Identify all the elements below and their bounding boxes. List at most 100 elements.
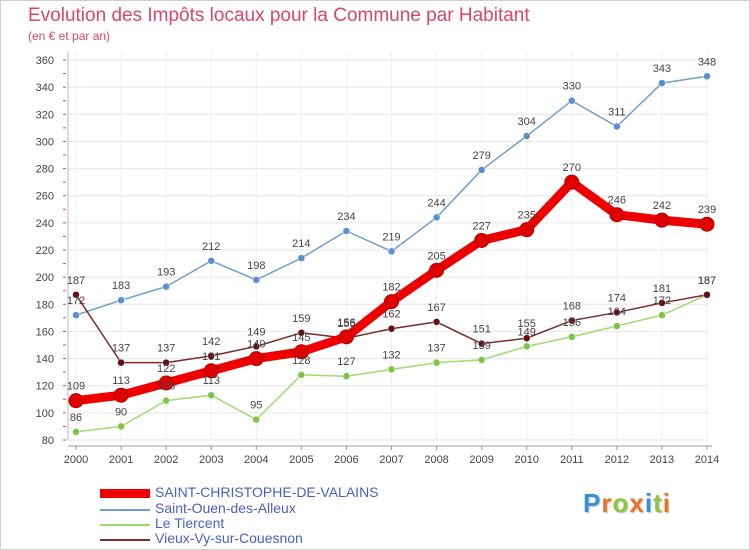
x-tick-label: 2007 — [379, 454, 403, 466]
x-tick-label: 2000 — [64, 454, 88, 466]
data-label: 132 — [382, 349, 400, 361]
data-label: 219 — [382, 231, 400, 243]
data-label: 183 — [112, 280, 130, 292]
x-tick-label: 2013 — [650, 454, 674, 466]
data-point — [162, 358, 170, 367]
data-label: 212 — [202, 241, 220, 253]
data-label: 142 — [202, 336, 220, 348]
data-label: 311 — [608, 107, 626, 119]
legend-label-saint-ouen: Saint-Ouen-des-Alleux — [155, 500, 296, 516]
data-point — [203, 363, 219, 379]
data-label: 198 — [247, 260, 265, 272]
data-point — [429, 262, 445, 278]
data-point — [162, 396, 170, 405]
data-label: 86 — [70, 412, 82, 424]
legend-item-le-tiercent: Le Tiercent — [100, 515, 480, 533]
data-label: 164 — [608, 306, 626, 318]
data-label: 149 — [247, 326, 265, 338]
legend-item-saint-ouen: Saint-Ouen-des-Alleux — [100, 500, 480, 518]
data-label: 156 — [337, 317, 355, 329]
logo-letter: P — [583, 488, 602, 518]
data-point — [297, 254, 306, 262]
x-tick-label: 2002 — [154, 454, 178, 466]
data-point — [613, 308, 621, 317]
data-point — [72, 428, 80, 436]
legend-item-vieux-vy: Vieux-Vy-sur-Couesnon — [100, 530, 480, 548]
data-point — [477, 339, 486, 348]
data-point — [248, 351, 264, 367]
data-label: 155 — [337, 318, 355, 330]
data-point — [68, 393, 84, 409]
data-label: 172 — [67, 295, 85, 307]
data-label: 227 — [472, 221, 490, 233]
data-point — [297, 371, 306, 379]
data-label: 167 — [427, 302, 445, 314]
y-tick-label: 340 — [36, 82, 54, 94]
proxiti-logo: Proxiti — [583, 488, 671, 519]
logo-letter: r — [601, 488, 613, 518]
data-point — [568, 316, 576, 325]
data-label: 127 — [337, 356, 355, 368]
data-label: 156 — [563, 317, 581, 329]
data-point — [568, 96, 576, 105]
data-label: 122 — [157, 363, 175, 375]
data-point — [117, 358, 125, 367]
data-point — [658, 79, 666, 87]
legend-swatch-saint-ouen — [100, 509, 150, 511]
data-point — [432, 318, 441, 326]
data-label: 155 — [518, 318, 536, 330]
data-point — [658, 299, 666, 307]
chart-title: Evolution des Impôts locaux pour la Comm… — [28, 5, 530, 26]
data-label: 128 — [292, 355, 310, 367]
data-point — [72, 291, 80, 299]
data-point — [162, 282, 170, 291]
data-point — [342, 227, 351, 235]
data-label: 131 — [202, 351, 220, 363]
data-point — [613, 322, 621, 330]
y-tick-label: 200 — [36, 272, 54, 284]
legend-label-saint-christophe: SAINT-CHRISTOPHE-DE-VALAINS — [155, 484, 379, 500]
data-label: 304 — [518, 116, 536, 128]
data-label: 151 — [472, 324, 490, 336]
x-tick-label: 2010 — [514, 454, 538, 466]
data-label: 139 — [472, 340, 490, 352]
y-tick-label: 140 — [36, 354, 54, 366]
y-tick-label: 80 — [42, 435, 54, 447]
legend-swatch-le-tiercent — [100, 524, 150, 526]
data-label: 239 — [698, 204, 716, 216]
data-label: 90 — [115, 406, 127, 418]
logo-letter: t — [653, 488, 663, 518]
data-label: 187 — [698, 275, 716, 287]
data-point — [252, 342, 261, 351]
data-label: 343 — [653, 63, 671, 75]
legend-label-le-tiercent: Le Tiercent — [155, 515, 225, 531]
data-label: 113 — [112, 375, 130, 387]
data-point — [609, 207, 625, 223]
data-label: 113 — [202, 375, 220, 387]
y-tick-label: 180 — [36, 299, 54, 311]
y-tick-label: 280 — [36, 164, 54, 176]
data-label: 234 — [337, 211, 355, 223]
x-tick-label: 2003 — [199, 454, 223, 466]
data-point — [387, 365, 396, 374]
data-point — [703, 72, 711, 81]
data-label: 172 — [653, 295, 671, 307]
y-tick-label: 160 — [36, 326, 54, 338]
data-label: 246 — [608, 195, 626, 207]
y-tick-label: 120 — [36, 381, 54, 393]
data-point — [477, 356, 486, 364]
data-label: 270 — [563, 162, 581, 174]
logo-letter: i — [644, 488, 654, 518]
x-tick-label: 2014 — [695, 454, 719, 466]
data-label: 162 — [382, 309, 400, 321]
line-chart: 80 100 120 140 160 180 200 220 240 260 280 300 320 34… — [36, 52, 719, 466]
data-label: 193 — [157, 267, 175, 279]
data-label: 145 — [292, 332, 310, 344]
data-label: 168 — [563, 301, 581, 313]
data-label: 182 — [382, 282, 400, 294]
data-point — [432, 213, 441, 222]
logo-letter: o — [612, 488, 630, 518]
data-label: 109 — [67, 381, 85, 393]
data-point — [117, 422, 125, 431]
data-label: 137 — [157, 343, 175, 355]
